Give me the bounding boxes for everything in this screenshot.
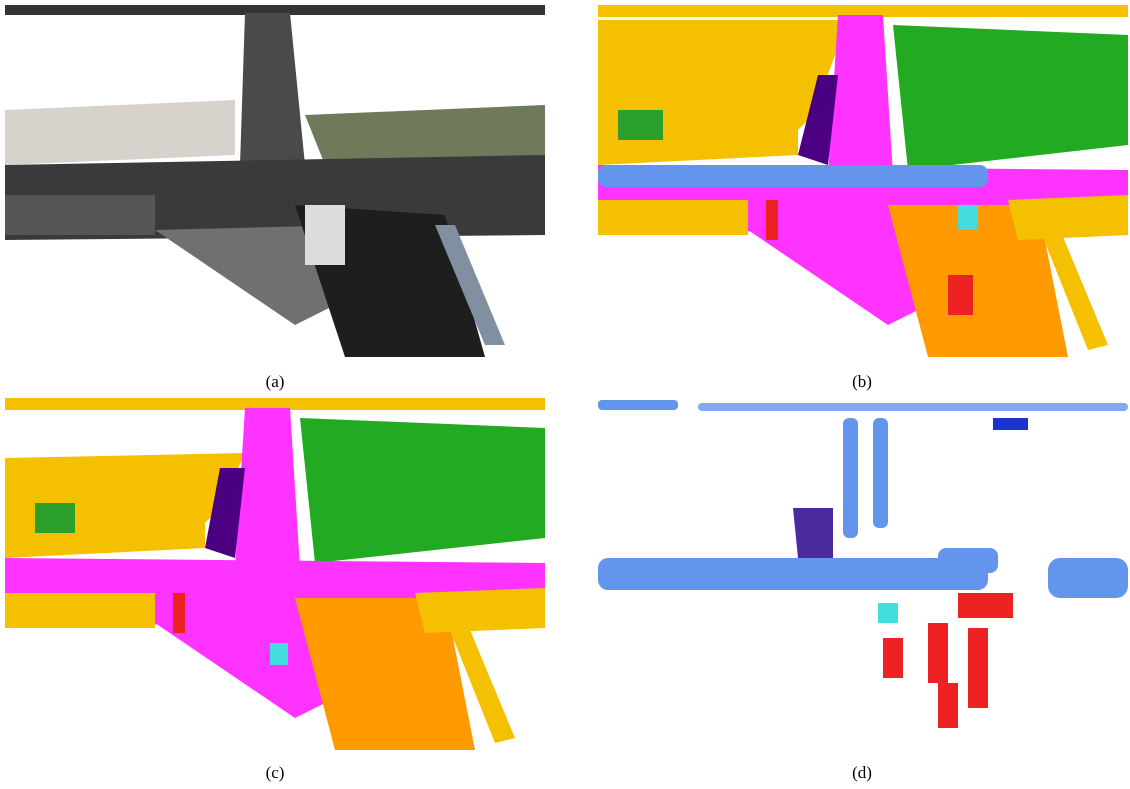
panel-caption: (d) — [852, 763, 872, 782]
panel-image — [598, 5, 1128, 357]
panel-caption: (c) — [266, 763, 285, 782]
panel-caption: (a) — [266, 372, 285, 391]
panel-caption: (b) — [852, 372, 872, 391]
panel-image — [5, 398, 545, 750]
panel-image — [598, 398, 1128, 750]
panel-image — [5, 5, 545, 357]
